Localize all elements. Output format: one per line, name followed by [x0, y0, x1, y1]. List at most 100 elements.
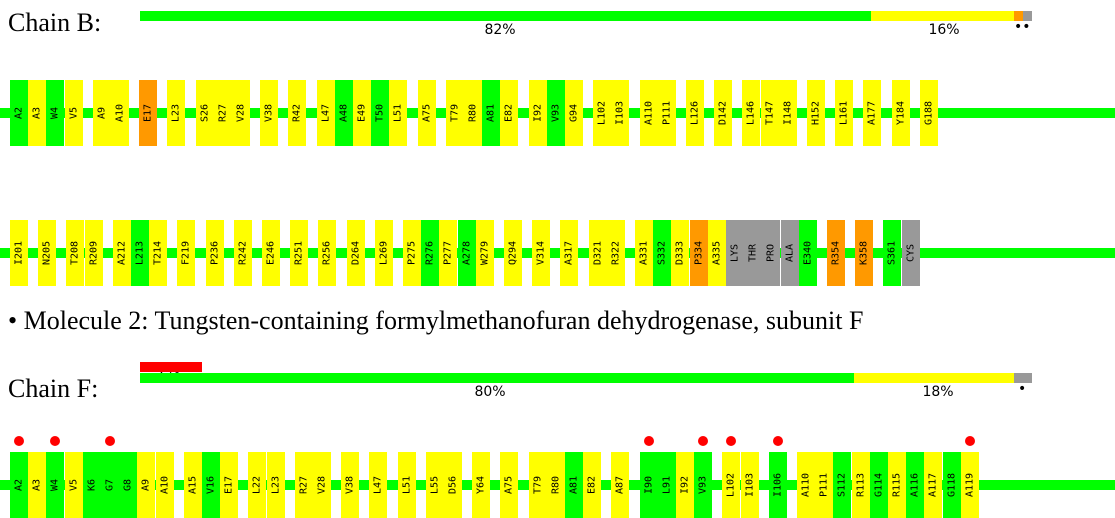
residue-s332: S332 [653, 220, 672, 286]
quality-segment-grey [1023, 11, 1032, 21]
residue-a177: A177 [863, 80, 882, 146]
residue-i103: I103 [740, 452, 759, 518]
residue-pro: PRO [762, 220, 781, 286]
residue-l23: L23 [266, 452, 285, 518]
residue-p275: P275 [403, 220, 421, 286]
residue-s26: S26 [195, 80, 214, 146]
residue-r276: R276 [421, 220, 440, 286]
residue-h152: H152 [807, 80, 825, 146]
residue-label: A81 [568, 475, 580, 495]
residue-label: A278 [461, 240, 473, 266]
residue-label: A10 [159, 475, 171, 495]
residue-v28: V28 [232, 80, 250, 146]
residue-label: A3 [31, 106, 43, 120]
residue-a10: A10 [155, 452, 174, 518]
residue-label: A177 [866, 100, 878, 126]
residue-d142: D142 [714, 80, 733, 146]
residue-label: S361 [886, 240, 898, 266]
residue-label: L51 [401, 475, 413, 495]
residue-label: R42 [291, 103, 303, 123]
residue-l102: L102 [593, 80, 612, 146]
residue-v28: V28 [313, 452, 331, 518]
residue-label: G114 [873, 472, 885, 498]
residue-label: T50 [374, 103, 386, 123]
residue-label: R322 [610, 240, 622, 266]
residue-label: G94 [568, 103, 580, 123]
residue-label: R80 [467, 103, 479, 123]
residue-label: R276 [424, 240, 436, 266]
residue-w4: W4 [46, 452, 65, 518]
residue-label: D333 [674, 240, 686, 266]
residue-e82: E82 [500, 80, 519, 146]
residue-l269: L269 [374, 220, 393, 286]
residue-v5: V5 [64, 452, 83, 518]
residue-label: T147 [764, 100, 776, 126]
chain-f-pct-yellow: 18% [922, 384, 954, 400]
residue-d264: D264 [346, 220, 365, 286]
residue-label: R113 [855, 472, 867, 498]
residue-i148: I148 [778, 80, 797, 146]
residue-r354: R354 [827, 220, 845, 286]
outlier-dot [643, 436, 654, 446]
residue-l23: L23 [167, 80, 186, 146]
residue-a331: A331 [635, 220, 653, 286]
residue-t214: T214 [149, 220, 168, 286]
residue-label: L102 [596, 100, 608, 126]
residue-label: R27 [298, 475, 310, 495]
residue-label: E82 [503, 103, 515, 123]
residue-a317: A317 [560, 220, 579, 286]
residue-label: V93 [550, 103, 562, 123]
residue-i103: I103 [611, 80, 630, 146]
residue-label: CYS [905, 243, 917, 263]
residue-e340: E340 [798, 220, 817, 286]
residue-y64: Y64 [472, 452, 491, 518]
chain-f-pct-green: 80% [474, 384, 506, 400]
residue-a10: A10 [111, 80, 129, 146]
residue-label: P334 [693, 240, 705, 266]
residue-label: I106 [772, 472, 784, 498]
residue-label: L22 [251, 475, 263, 495]
residue-y184: Y184 [891, 80, 910, 146]
residue-label: I148 [782, 100, 794, 126]
residue-r322: R322 [606, 220, 625, 286]
residue-t79: T79 [445, 80, 464, 146]
residue-label: A81 [485, 103, 497, 123]
residue-a278: A278 [457, 220, 476, 286]
residue-label: G8 [122, 478, 134, 492]
residue-t50: T50 [371, 80, 390, 146]
residue-label: E49 [356, 103, 368, 123]
residue-a75: A75 [500, 452, 519, 518]
residue-a212: A212 [112, 220, 131, 286]
residue-l161: L161 [835, 80, 854, 146]
residue-label: T79 [532, 475, 544, 495]
quality-segment-red [140, 362, 203, 372]
residue-e246: E246 [262, 220, 280, 286]
residue-label: Q294 [507, 240, 519, 266]
residue-r251: R251 [290, 220, 309, 286]
residue-label: P111 [818, 472, 830, 498]
residue-r209: R209 [84, 220, 103, 286]
residue-ala: ALA [780, 220, 799, 286]
residue-a2: A2 [10, 452, 28, 518]
residue-p236: P236 [205, 220, 224, 286]
residue-l47: L47 [316, 80, 335, 146]
residue-label: A335 [711, 240, 723, 266]
residue-e49: E49 [353, 80, 371, 146]
residue-p277: P277 [439, 220, 458, 286]
quality-segment-grey [1014, 373, 1032, 383]
residue-label: G7 [104, 478, 116, 492]
residue-l51: L51 [389, 80, 408, 146]
residue-label: L23 [270, 475, 282, 495]
residue-cys: CYS [901, 220, 920, 286]
residue-label: L161 [838, 100, 850, 126]
chain-b-label: Chain B: [8, 8, 102, 37]
residue-label: A110 [800, 472, 812, 498]
residue-k358: K358 [855, 220, 874, 286]
sequence-track [0, 248, 1115, 258]
residue-k6: K6 [82, 452, 101, 518]
residue-label: Y184 [895, 100, 907, 126]
residue-label: R256 [321, 240, 333, 266]
residue-i92: I92 [528, 80, 547, 146]
residue-t79: T79 [528, 452, 547, 518]
residue-label: R115 [891, 472, 903, 498]
